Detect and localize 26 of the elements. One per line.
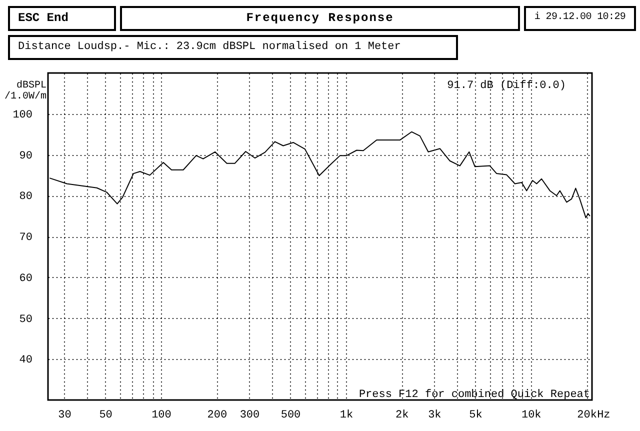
x-tick-label: 50: [99, 410, 112, 422]
x-axis-title: Hz: [597, 410, 610, 422]
x-tick-label: 30: [58, 410, 72, 422]
chart-title: Frequency Response: [120, 6, 520, 31]
y-tick-label: 100: [12, 109, 32, 122]
y-tick-label: 90: [19, 150, 32, 162]
text: ESC End: [8, 6, 116, 31]
x-tick-label: 500: [280, 410, 301, 422]
x-tick-label: 3k: [428, 410, 442, 422]
chart-subtitle: Distance Loudsp.- Mic.: 23.9cm dBSPL normalised on 1 Meter: [8, 35, 458, 60]
x-tick-label: 1k: [340, 410, 354, 422]
x-tick-label: 2k: [396, 410, 410, 422]
x-tick-label: 5k: [469, 410, 483, 422]
x-tick-label: 300: [240, 410, 260, 422]
x-tick-label: 100: [152, 410, 172, 422]
y-tick-label: 50: [19, 314, 32, 326]
y-tick-label: 40: [19, 354, 32, 367]
text: i 29.12.00 10:29: [524, 6, 636, 31]
x-tick-label: 10k: [521, 410, 542, 422]
x-tick-label: 20k: [577, 410, 598, 422]
y-axis-title: dBSPL /1.0W/m: [4, 80, 46, 102]
annotation: Press F12 for combined Quick Repeat: [358, 389, 590, 401]
y-tick-label: 80: [19, 191, 32, 204]
x-tick-label: 200: [207, 410, 228, 422]
y-tick-label: 70: [19, 232, 32, 244]
y-tick-label: 60: [19, 272, 32, 285]
